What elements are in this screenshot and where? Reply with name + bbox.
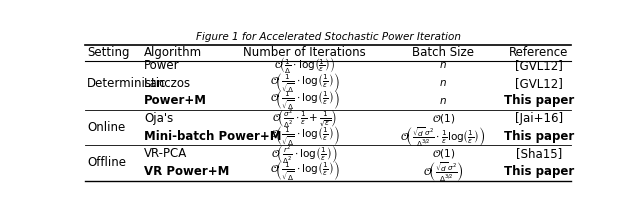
Text: $\mathcal{O}\!\left(\frac{1}{\Delta} \cdot \log\!\left(\frac{1}{\epsilon}\right): $\mathcal{O}\!\left(\frac{1}{\Delta} \cd… bbox=[274, 55, 335, 75]
Text: Mini-batch Power+M: Mini-batch Power+M bbox=[144, 130, 282, 143]
Text: VR Power+M: VR Power+M bbox=[144, 165, 229, 178]
Text: Lanczos: Lanczos bbox=[144, 76, 191, 90]
Text: Number of Iterations: Number of Iterations bbox=[243, 46, 366, 60]
Text: [GVL12]: [GVL12] bbox=[515, 76, 563, 90]
Text: Deterministic: Deterministic bbox=[87, 76, 166, 90]
Text: $\mathcal{O}(1)$: $\mathcal{O}(1)$ bbox=[431, 112, 455, 125]
Text: Batch Size: Batch Size bbox=[412, 46, 474, 60]
Text: $\mathcal{O}\!\left(\frac{r^2}{\Delta^2} \cdot \log\!\left(\frac{1}{\epsilon}\ri: $\mathcal{O}\!\left(\frac{r^2}{\Delta^2}… bbox=[271, 143, 338, 165]
Text: $\mathcal{O}(1)$: $\mathcal{O}(1)$ bbox=[431, 147, 455, 160]
Text: This paper: This paper bbox=[504, 165, 574, 178]
Text: $\mathcal{O}\!\left(\frac{1}{\sqrt{\Delta}} \cdot \log\!\left(\frac{1}{\epsilon}: $\mathcal{O}\!\left(\frac{1}{\sqrt{\Delt… bbox=[269, 71, 339, 95]
Text: Power+M: Power+M bbox=[144, 94, 207, 107]
Text: This paper: This paper bbox=[504, 130, 574, 143]
Text: $\mathcal{O}\!\left(\frac{\sqrt{d}\,\sigma^2}{\Delta^{3/2}}\right)$: $\mathcal{O}\!\left(\frac{\sqrt{d}\,\sig… bbox=[423, 160, 464, 183]
Text: [Jai+16]: [Jai+16] bbox=[515, 112, 563, 125]
Text: $n$: $n$ bbox=[440, 96, 447, 106]
Text: $\mathcal{O}\!\left(\frac{\sigma^2}{\Delta^2} \cdot \frac{1}{\epsilon} + \frac{1: $\mathcal{O}\!\left(\frac{\sigma^2}{\Del… bbox=[272, 107, 337, 130]
Text: Power: Power bbox=[144, 59, 180, 72]
Text: Setting: Setting bbox=[87, 46, 129, 60]
Text: Oja's: Oja's bbox=[144, 112, 173, 125]
Text: Offline: Offline bbox=[87, 156, 126, 169]
Text: Reference: Reference bbox=[509, 46, 568, 60]
Text: $\mathcal{O}\!\left(\frac{1}{\sqrt{\Delta}} \cdot \log\!\left(\frac{1}{\epsilon}: $\mathcal{O}\!\left(\frac{1}{\sqrt{\Delt… bbox=[269, 89, 339, 112]
Text: [Sha15]: [Sha15] bbox=[516, 147, 562, 160]
Text: $\mathcal{O}\!\left(\frac{1}{\sqrt{\Delta}} \cdot \log\!\left(\frac{1}{\epsilon}: $\mathcal{O}\!\left(\frac{1}{\sqrt{\Delt… bbox=[269, 160, 339, 183]
Text: VR-PCA: VR-PCA bbox=[144, 147, 188, 160]
Text: Algorithm: Algorithm bbox=[144, 46, 202, 60]
Text: $\mathcal{O}\!\left(\frac{1}{\sqrt{\Delta}} \cdot \log\!\left(\frac{1}{\epsilon}: $\mathcal{O}\!\left(\frac{1}{\sqrt{\Delt… bbox=[269, 124, 339, 148]
Text: $n$: $n$ bbox=[440, 78, 447, 88]
Text: [GVL12]: [GVL12] bbox=[515, 59, 563, 72]
Text: Figure 1 for Accelerated Stochastic Power Iteration: Figure 1 for Accelerated Stochastic Powe… bbox=[195, 32, 461, 42]
Text: Online: Online bbox=[87, 121, 125, 134]
Text: This paper: This paper bbox=[504, 94, 574, 107]
Text: $n$: $n$ bbox=[440, 60, 447, 70]
Text: $\mathcal{O}\!\left(\frac{\sqrt{d}\,\sigma^2}{\Delta^{3/2}} \cdot \frac{1}{\epsi: $\mathcal{O}\!\left(\frac{\sqrt{d}\,\sig… bbox=[401, 125, 486, 148]
